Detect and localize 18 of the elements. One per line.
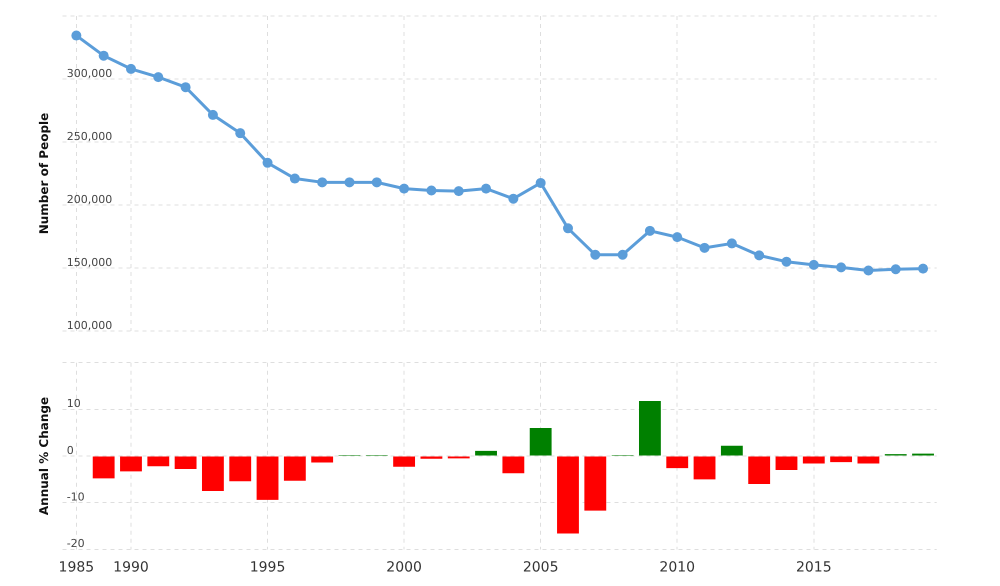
x-tick-label: 1990: [113, 559, 149, 576]
y-tick-label: 100,000: [66, 318, 112, 332]
y-tick-label: 10: [66, 397, 81, 410]
y-tick-label: 250,000: [66, 130, 112, 143]
y-tick-label: -20: [66, 537, 85, 550]
x-tick-label: 2015: [796, 559, 832, 576]
x-tick-label: 2000: [386, 559, 422, 576]
y-tick-label: 300,000: [66, 66, 112, 80]
x-tick-label: 2005: [522, 559, 558, 576]
x-tick-label: 2010: [659, 559, 696, 576]
y-tick-label: 0: [66, 444, 74, 457]
y-tick-label: 200,000: [66, 192, 112, 206]
y-axis-title: Number of People: [37, 112, 52, 234]
y-tick-label: 150,000: [66, 256, 112, 269]
y-tick-label: -10: [66, 490, 85, 504]
y-axis-title: Annual % Change: [37, 396, 52, 516]
x-tick-label: 1995: [250, 559, 286, 576]
x-tick-label: 1985: [58, 559, 94, 576]
